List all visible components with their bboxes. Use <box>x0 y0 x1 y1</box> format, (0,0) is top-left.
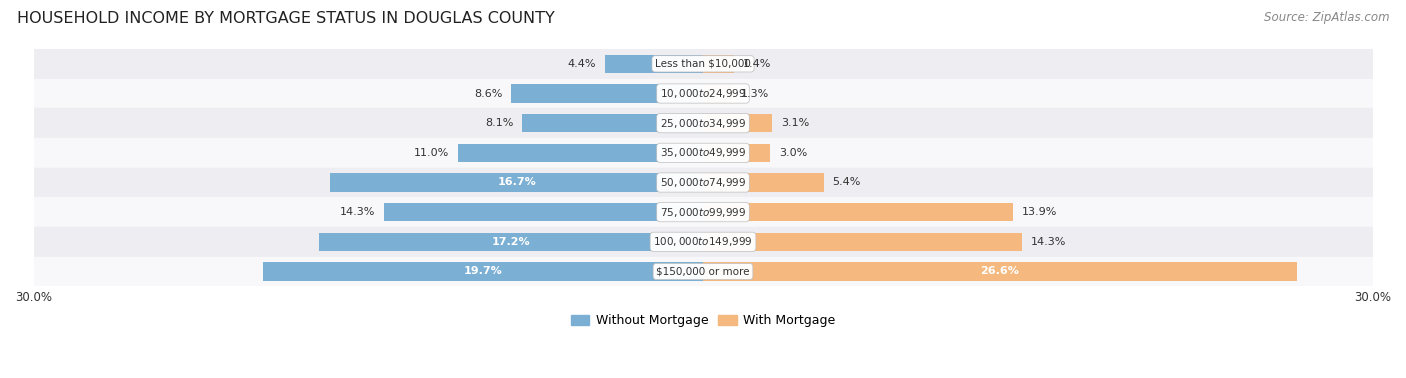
Bar <box>34 257 1372 286</box>
Bar <box>703 203 1014 222</box>
Text: 3.0%: 3.0% <box>779 148 807 158</box>
Bar <box>34 79 1372 108</box>
Bar <box>703 84 733 103</box>
Text: 1.4%: 1.4% <box>744 59 772 69</box>
Text: $75,000 to $99,999: $75,000 to $99,999 <box>659 206 747 218</box>
Text: 17.2%: 17.2% <box>492 237 530 247</box>
Bar <box>34 168 1372 197</box>
Text: 16.7%: 16.7% <box>498 178 536 187</box>
Text: Less than $10,000: Less than $10,000 <box>655 59 751 69</box>
Bar <box>522 114 703 132</box>
Bar <box>330 173 703 192</box>
Bar <box>703 262 1296 281</box>
Bar <box>384 203 703 222</box>
Text: 14.3%: 14.3% <box>340 207 375 217</box>
Text: $35,000 to $49,999: $35,000 to $49,999 <box>659 146 747 160</box>
Text: 13.9%: 13.9% <box>1022 207 1057 217</box>
Bar <box>263 262 703 281</box>
Bar <box>703 173 824 192</box>
Text: 3.1%: 3.1% <box>782 118 810 128</box>
Bar <box>703 55 734 73</box>
Text: $150,000 or more: $150,000 or more <box>657 266 749 276</box>
Text: 8.1%: 8.1% <box>485 118 513 128</box>
Bar <box>34 197 1372 227</box>
Text: $25,000 to $34,999: $25,000 to $34,999 <box>659 117 747 130</box>
Text: 8.6%: 8.6% <box>474 88 502 99</box>
Bar <box>703 114 772 132</box>
Text: 26.6%: 26.6% <box>980 266 1019 276</box>
Bar <box>34 49 1372 79</box>
Legend: Without Mortgage, With Mortgage: Without Mortgage, With Mortgage <box>565 309 841 332</box>
Text: Source: ZipAtlas.com: Source: ZipAtlas.com <box>1264 11 1389 24</box>
Text: 19.7%: 19.7% <box>464 266 502 276</box>
Bar <box>34 227 1372 257</box>
Bar <box>319 232 703 251</box>
Text: $50,000 to $74,999: $50,000 to $74,999 <box>659 176 747 189</box>
Bar <box>703 144 770 162</box>
Text: 5.4%: 5.4% <box>832 178 860 187</box>
Bar <box>34 138 1372 168</box>
Bar <box>605 55 703 73</box>
Bar <box>510 84 703 103</box>
Text: 4.4%: 4.4% <box>568 59 596 69</box>
Text: HOUSEHOLD INCOME BY MORTGAGE STATUS IN DOUGLAS COUNTY: HOUSEHOLD INCOME BY MORTGAGE STATUS IN D… <box>17 11 554 26</box>
Bar <box>703 232 1022 251</box>
Text: 11.0%: 11.0% <box>413 148 449 158</box>
Text: 1.3%: 1.3% <box>741 88 769 99</box>
Text: 14.3%: 14.3% <box>1031 237 1066 247</box>
Bar <box>457 144 703 162</box>
Text: $10,000 to $24,999: $10,000 to $24,999 <box>659 87 747 100</box>
Bar <box>34 108 1372 138</box>
Text: $100,000 to $149,999: $100,000 to $149,999 <box>654 235 752 248</box>
